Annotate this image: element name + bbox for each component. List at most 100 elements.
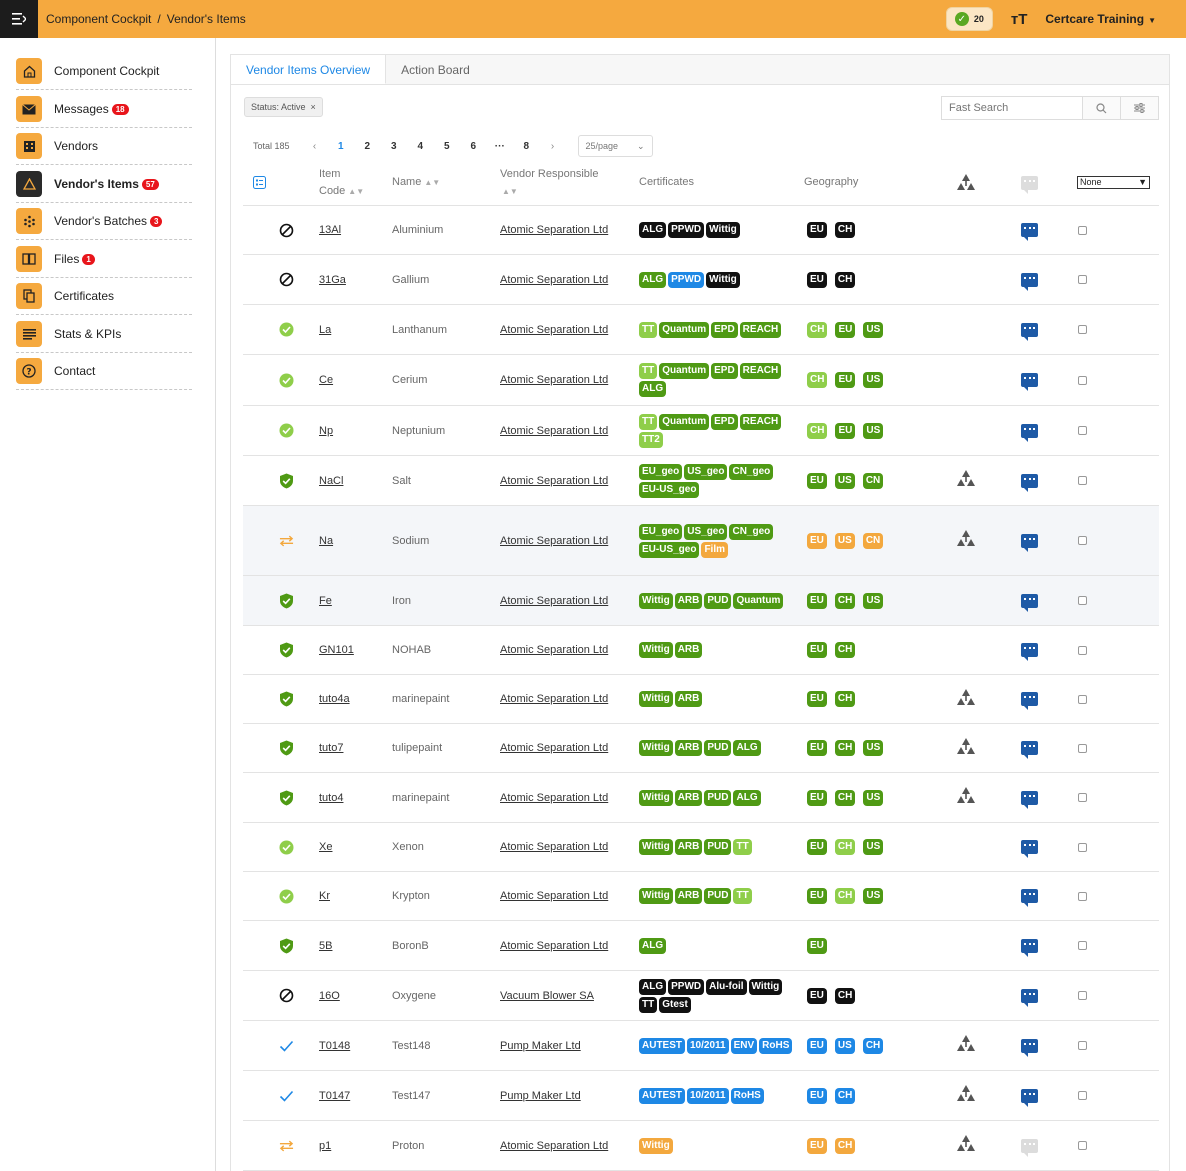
comment-icon[interactable]	[1021, 322, 1038, 341]
geography-tag[interactable]: EU	[807, 1137, 827, 1154]
certificate-tag[interactable]: RoHS	[730, 1087, 764, 1104]
item-code-link[interactable]: tuto7	[319, 742, 344, 754]
item-code-link[interactable]: Ce	[319, 374, 334, 386]
geography-tag[interactable]: EU	[807, 1087, 827, 1104]
vendor-link[interactable]: Atomic Separation Ltd	[500, 594, 609, 607]
column-settings-button[interactable]	[253, 159, 266, 206]
vendor-link[interactable]: Atomic Separation Ltd	[500, 474, 609, 487]
filter-settings-button[interactable]	[1120, 97, 1158, 119]
certificate-tag[interactable]: REACH	[739, 321, 782, 338]
hierarchy-icon[interactable]	[956, 1084, 976, 1107]
comment-icon[interactable]	[1021, 889, 1038, 907]
table-row[interactable]: Na Sodium Atomic Separation Ltd EU_geo US_ge…	[243, 506, 1159, 576]
font-size-icon[interactable]: тТ	[1010, 10, 1028, 28]
vendor-link[interactable]: Atomic Separation Ltd	[500, 273, 609, 286]
sidebar-item-certificates[interactable]: Certificates	[16, 278, 192, 315]
geography-tag[interactable]: EU	[807, 271, 827, 288]
hierarchy-icon[interactable]	[956, 1134, 976, 1157]
item-code-link[interactable]: 31Ga	[319, 273, 346, 286]
table-row[interactable]: NaCl Salt Atomic Separation Ltd EU_geo US_ge…	[243, 456, 1159, 506]
geography-tag[interactable]: CH	[834, 1137, 856, 1154]
geography-tag[interactable]: CH	[834, 789, 856, 806]
item-code-link[interactable]: p1	[319, 1139, 332, 1152]
row-checkbox[interactable]	[1078, 941, 1087, 950]
row-checkbox[interactable]	[1078, 842, 1087, 852]
row-checkbox[interactable]	[1078, 743, 1087, 753]
page-6[interactable]: 6	[470, 140, 477, 152]
row-checkbox[interactable]	[1078, 1041, 1087, 1050]
vendor-link[interactable]: Pump Maker Ltd	[500, 1089, 581, 1102]
item-code-link[interactable]: 5B	[319, 939, 333, 952]
comment-icon[interactable]	[1021, 840, 1038, 858]
row-checkbox[interactable]	[1078, 275, 1087, 284]
certificate-tag[interactable]: Wittig	[639, 691, 673, 707]
item-code-link[interactable]: Fe	[319, 594, 332, 607]
geography-tag[interactable]: CH	[834, 691, 856, 707]
geography-tag[interactable]: CH	[807, 422, 828, 439]
vendor-link[interactable]: Atomic Separation Ltd	[500, 323, 609, 336]
comment-icon[interactable]	[1021, 643, 1038, 661]
geography-tag[interactable]: CN	[862, 472, 884, 489]
certificate-tag[interactable]: TT	[639, 363, 658, 379]
item-code-link[interactable]: NaCl	[319, 474, 344, 487]
geography-tag[interactable]: EU	[807, 888, 827, 904]
comment-icon[interactable]	[1021, 1088, 1038, 1107]
geography-tag[interactable]: US	[863, 839, 884, 855]
vendor-link[interactable]: Vacuum Blower SA	[500, 989, 594, 1002]
geography-tag[interactable]: CH	[834, 888, 856, 904]
certificate-tag[interactable]: EU-US_geo	[639, 481, 700, 498]
geography-tag[interactable]: EU	[835, 422, 856, 439]
comment-icon[interactable]	[1021, 1138, 1038, 1157]
certificate-tag[interactable]: Wittig	[639, 592, 673, 609]
item-code-link[interactable]: T0148	[319, 1039, 351, 1052]
comment-icon[interactable]	[1021, 1038, 1038, 1057]
certificate-tag[interactable]: AUTEST	[639, 1087, 685, 1104]
certificate-tag[interactable]: ALG	[639, 271, 667, 288]
column-name[interactable]: Name ▲▼	[392, 159, 440, 206]
hierarchy-icon[interactable]	[956, 737, 976, 760]
table-row[interactable]: 5B BoronB Atomic Separation Ltd ALG EU	[243, 921, 1159, 971]
geography-tag[interactable]: CH	[834, 642, 856, 658]
column-select[interactable]: None ▼	[1077, 159, 1150, 206]
close-icon[interactable]: ×	[310, 102, 316, 112]
item-code-link[interactable]: GN101	[319, 644, 354, 656]
hierarchy-icon[interactable]	[956, 688, 976, 711]
comment-icon[interactable]	[1021, 223, 1038, 241]
item-code-link[interactable]: Xe	[319, 841, 333, 853]
item-code-link[interactable]: T0147	[319, 1089, 351, 1102]
geography-tag[interactable]: CH	[807, 321, 828, 338]
certificate-tag[interactable]: 10/2011	[687, 1037, 729, 1054]
row-checkbox[interactable]	[1078, 645, 1087, 655]
geography-tag[interactable]: US	[863, 372, 884, 388]
geography-tag[interactable]: EU	[807, 937, 827, 954]
hierarchy-icon[interactable]	[956, 786, 976, 809]
certificate-tag[interactable]: Wittig	[639, 789, 673, 806]
table-row[interactable]: GN101 NOHAB Atomic Separation Ltd Wittig ARB…	[243, 626, 1159, 675]
certificate-tag[interactable]: Quantum	[659, 363, 710, 379]
vendor-link[interactable]: Atomic Separation Ltd	[500, 841, 609, 853]
comment-icon[interactable]	[1021, 373, 1038, 391]
page-2[interactable]: 2	[364, 140, 371, 152]
certificate-tag[interactable]: EU_geo	[639, 463, 683, 480]
certificate-tag[interactable]: EPD	[711, 363, 738, 379]
certificate-tag[interactable]: Quantum	[733, 592, 784, 609]
certificate-tag[interactable]: Wittig	[639, 888, 673, 904]
sidebar-item-vendor-s-items[interactable]: Vendor's Items 57	[16, 166, 192, 203]
sidebar-item-vendors[interactable]: Vendors	[16, 128, 192, 165]
row-checkbox[interactable]	[1078, 536, 1087, 545]
certificate-tag[interactable]: Wittig	[639, 642, 673, 658]
bulk-select-dropdown[interactable]: None ▼	[1077, 176, 1150, 189]
user-menu[interactable]: Certcare Training ▼	[1045, 12, 1156, 26]
certificate-tag[interactable]: PPWD	[668, 978, 705, 995]
geography-tag[interactable]: EU	[807, 789, 827, 806]
sidebar-item-contact[interactable]: ? Contact	[16, 353, 192, 390]
vendor-link[interactable]: Atomic Separation Ltd	[500, 424, 609, 437]
table-row[interactable]: Ce Cerium Atomic Separation Ltd TT Quantum EP…	[243, 355, 1159, 406]
vendor-link[interactable]: Atomic Separation Ltd	[500, 534, 609, 547]
table-row[interactable]: 16O Oxygene Vacuum Blower SA ALG PPWD Alu-foi…	[243, 971, 1159, 1021]
geography-tag[interactable]: EU	[807, 222, 827, 238]
geography-tag[interactable]: EU	[807, 532, 827, 549]
table-row[interactable]: T0147 Test147 Pump Maker Ltd AUTEST 10/2011 R…	[243, 1071, 1159, 1121]
hierarchy-icon[interactable]	[956, 1034, 976, 1057]
certificate-tag[interactable]: TT	[733, 888, 752, 904]
